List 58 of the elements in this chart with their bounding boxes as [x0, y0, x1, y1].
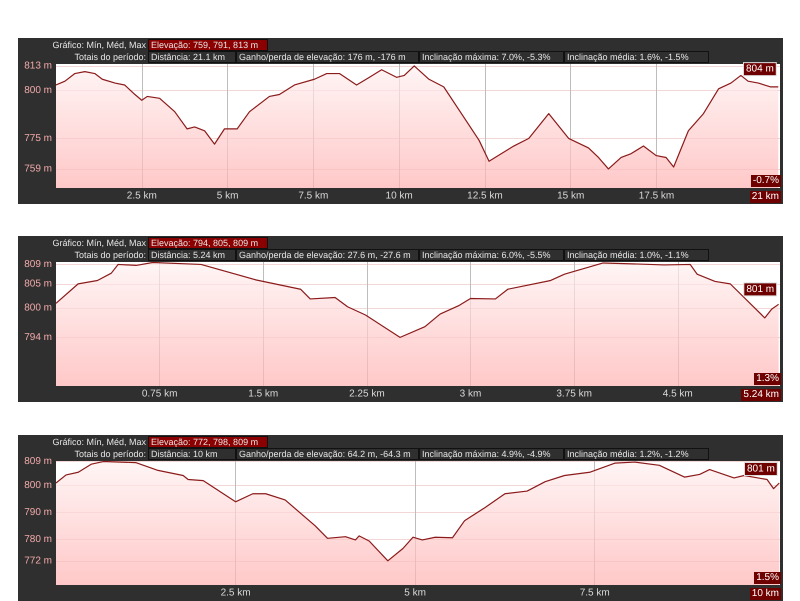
- x-tick-label: 3.75 km: [556, 388, 592, 400]
- text: Inclinação máxima: 4.9%, -4.9%: [419, 448, 564, 460]
- text: Inclinação máxima: 6.0%, -5.5%: [419, 249, 564, 261]
- y-tick-label: 800 m: [24, 302, 52, 314]
- y-tick-label: 775 m: [24, 132, 52, 144]
- text: Elevação: 772, 798, 809 m: [148, 436, 268, 448]
- x-tick-label: 15 km: [557, 190, 584, 202]
- text: Totais do período:: [74, 52, 146, 62]
- text: Totais do período:: [74, 250, 146, 260]
- text: 5.24 km: [741, 389, 781, 401]
- text: Gráfico: Mín, Méd, Max: [51, 436, 147, 448]
- x-tick-label: 5 km: [216, 190, 238, 202]
- text: Inclinação média: 1.0%, -1.1%: [564, 249, 709, 261]
- y-tick-label: 800 m: [24, 85, 52, 96]
- y-tick-label: 759 m: [24, 163, 52, 174]
- text: Ganho/perda de elevação: 64.2 m, -64.3 m: [236, 448, 419, 460]
- y-tick-label: 813 m: [24, 60, 52, 72]
- x-tick-label: 5 km: [404, 588, 426, 598]
- text: Totais do período:: [74, 449, 146, 459]
- annotation: 801 m: [746, 284, 774, 295]
- y-tick-label: 809 m: [24, 456, 52, 468]
- text: Ganho/perda de elevação: 176 m, -176 m: [236, 51, 419, 63]
- annotation: 1.5%: [754, 572, 781, 584]
- x-tick-label: 17.5 km: [638, 190, 674, 202]
- x-tick-label: 2.5 km: [220, 588, 251, 598]
- text: Gráfico: Mín, Méd, Max: [51, 237, 147, 249]
- text: Elevação: 759, 791, 813 m: [148, 39, 268, 51]
- annotation: 801 m: [746, 464, 775, 475]
- x-tick-label: 7.5 km: [580, 588, 610, 598]
- text: Elevação: 794, 805, 809 m: [148, 237, 268, 249]
- text: Distância: 10 km: [148, 448, 236, 460]
- y-tick-label: 800 m: [24, 480, 52, 492]
- x-tick-label: 2.25 km: [349, 388, 385, 400]
- annotation: 1.3%: [754, 373, 781, 385]
- y-tick-label: 809 m: [24, 258, 52, 270]
- y-tick-label: 780 m: [24, 534, 52, 545]
- x-tick-label: 7.5 km: [298, 190, 328, 202]
- x-tick-label: 4.5 km: [662, 388, 693, 400]
- annotation: 804 m: [746, 64, 774, 75]
- x-tick-label: 0.75 km: [142, 388, 178, 400]
- x-tick-label: 12.5 km: [467, 190, 503, 202]
- y-tick-label: 772 m: [24, 555, 52, 566]
- text: 21 km: [750, 191, 781, 203]
- text: Inclinação média: 1.6%, -1.5%: [564, 51, 709, 63]
- text: Inclinação média: 1.2%, -1.2%: [564, 448, 709, 460]
- annotation: -0.7%: [750, 175, 781, 187]
- x-tick-label: 2.5 km: [126, 190, 157, 202]
- text: Inclinação máxima: 7.0%, -5.3%: [419, 51, 564, 63]
- y-tick-label: 794 m: [24, 332, 52, 343]
- x-tick-label: 10 km: [386, 190, 413, 202]
- text: Distância: 21.1 km: [148, 51, 236, 63]
- text: Ganho/perda de elevação: 27.6 m, -27.6 m: [236, 249, 419, 261]
- text: Distância: 5.24 km: [148, 249, 236, 261]
- x-tick-label: 3 km: [460, 388, 482, 400]
- text: Gráfico: Mín, Méd, Max: [51, 39, 147, 51]
- y-tick-label: 805 m: [24, 278, 52, 290]
- y-tick-label: 790 m: [24, 507, 52, 518]
- x-tick-label: 1.5 km: [248, 388, 278, 400]
